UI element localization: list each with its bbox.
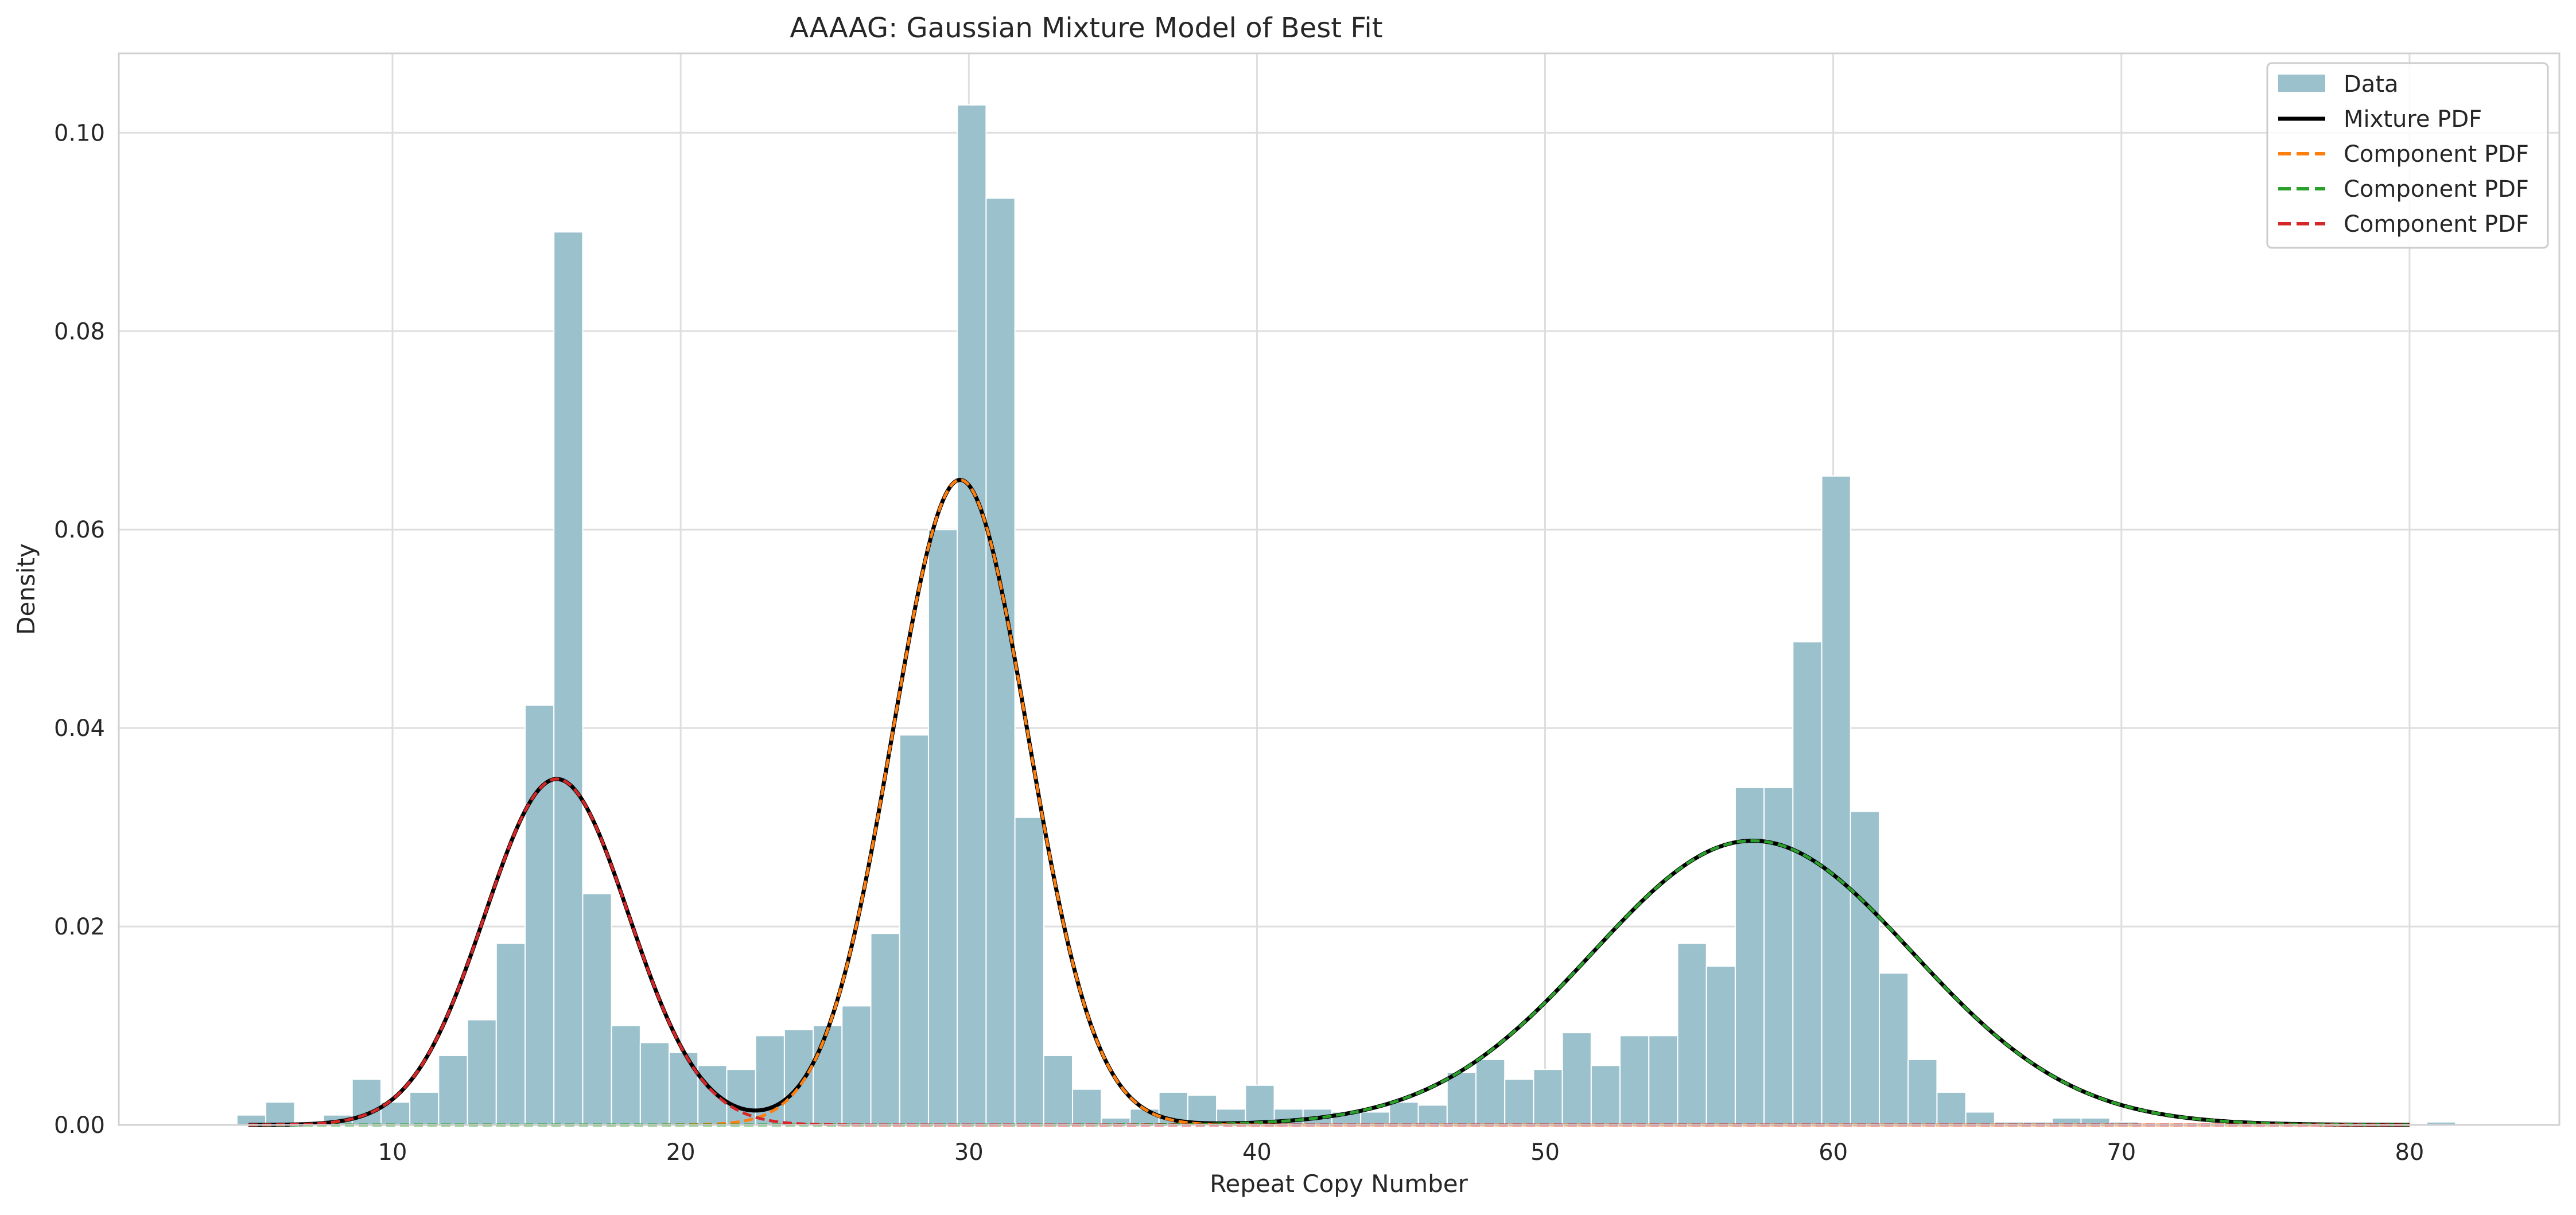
histogram-bar [1878, 972, 1909, 1126]
legend-label-mixture: Mixture PDF [2344, 106, 2482, 133]
histogram-bar [669, 1052, 699, 1126]
histogram-bar [1504, 1078, 1534, 1126]
legend-label-component-green: Component PDF [2344, 176, 2529, 202]
histogram-bar [1850, 811, 1880, 1126]
histogram-bars [236, 104, 2457, 1126]
x-tick-label: 70 [2107, 1139, 2136, 1166]
histogram-bar [1619, 1035, 1650, 1126]
histogram-bar [1763, 786, 1794, 1126]
histogram-bar [1677, 943, 1707, 1126]
histogram-bar [1648, 1035, 1679, 1126]
y-tick-label: 0.08 [54, 318, 105, 345]
x-tick-label: 10 [378, 1139, 407, 1166]
histogram-bar [524, 704, 555, 1126]
histogram-bar [697, 1065, 728, 1126]
histogram-bar [899, 734, 929, 1126]
x-tick-label: 80 [2395, 1139, 2424, 1166]
legend-label-component-orange: Component PDF [2344, 141, 2529, 168]
y-tick-labels: 0.00 0.02 0.04 0.06 0.08 0.10 [54, 120, 105, 1139]
x-axis-label: Repeat Copy Number [1210, 1170, 1468, 1198]
plot-background [119, 53, 2559, 1125]
histogram-bar [1072, 1088, 1102, 1126]
histogram-bar [1475, 1058, 1506, 1126]
histogram-bar [1360, 1111, 1390, 1126]
histogram-bar [1187, 1095, 1218, 1126]
legend: Data Mixture PDF Component PDF Component… [2266, 62, 2549, 249]
histogram-bar [611, 1025, 641, 1126]
legend-swatch-data [2278, 75, 2325, 92]
histogram-bar [870, 933, 900, 1126]
histogram-bar [1245, 1084, 1275, 1126]
histogram-bar [409, 1091, 440, 1126]
histogram-bar [927, 529, 958, 1126]
histogram-bar [783, 1029, 814, 1126]
chart-title: AAAAG: Gaussian Mixture Model of Best Fi… [790, 12, 1382, 44]
histogram-bar [1734, 786, 1765, 1126]
histogram-bar [265, 1101, 296, 1126]
histogram-bar [813, 1025, 843, 1126]
histogram-bar [582, 893, 612, 1126]
histogram-bar [1936, 1091, 1967, 1126]
histogram-bar [1965, 1111, 1995, 1126]
histogram-bar [985, 197, 1016, 1126]
y-tick-label: 0.06 [54, 517, 105, 543]
histogram-bar [1389, 1101, 1419, 1126]
histogram-bar [1792, 641, 1823, 1126]
x-tick-label: 60 [1819, 1139, 1848, 1166]
legend-label-data: Data [2344, 71, 2399, 98]
histogram-bar [495, 943, 526, 1126]
histogram-bar [553, 231, 584, 1126]
histogram-bar [957, 104, 987, 1126]
histogram-bar [1561, 1032, 1592, 1126]
histogram-bar [1014, 816, 1044, 1126]
histogram-bar [1446, 1072, 1477, 1126]
x-tick-labels: 10 20 30 40 50 60 70 80 [378, 1139, 2425, 1166]
x-tick-label: 40 [1242, 1139, 1272, 1166]
y-tick-label: 0.04 [54, 715, 105, 742]
histogram-bar [639, 1042, 670, 1126]
histogram-bar [1907, 1058, 1938, 1126]
histogram-bar [1417, 1104, 1448, 1126]
histogram-bar [1129, 1108, 1160, 1126]
y-axis-label: Density [12, 543, 40, 635]
histogram-bar [1590, 1065, 1621, 1126]
x-tick-label: 20 [666, 1139, 696, 1166]
histogram-bar [726, 1069, 756, 1126]
y-tick-label: 0.10 [54, 120, 105, 146]
y-tick-label: 0.02 [54, 914, 105, 940]
histogram-bar [841, 1005, 872, 1126]
histogram-bar [1705, 965, 1736, 1126]
plot-frame [118, 52, 2561, 1126]
x-tick-label: 30 [954, 1139, 984, 1166]
x-tick-label: 50 [1530, 1139, 1560, 1166]
y-tick-label: 0.00 [54, 1112, 105, 1139]
histogram-bar [1043, 1054, 1074, 1126]
histogram-bar [467, 1019, 497, 1126]
histogram-bar [1821, 475, 1851, 1126]
legend-frame [2266, 62, 2549, 249]
histogram-bar [438, 1054, 468, 1126]
histogram-bar [1533, 1069, 1563, 1126]
legend-label-component-red: Component PDF [2344, 211, 2529, 237]
component-pdf-red-line [248, 777, 2410, 1127]
